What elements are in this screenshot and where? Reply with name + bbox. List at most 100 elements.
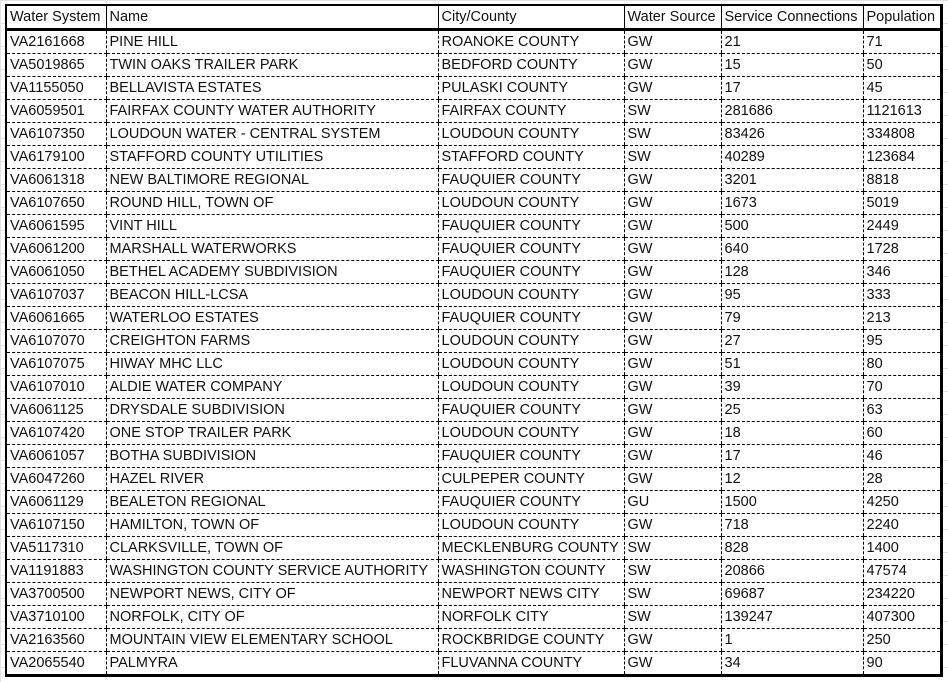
cell-population[interactable]: 95	[862, 329, 941, 353]
cell-city-county[interactable]: LOUDOUN COUNTY	[437, 421, 624, 445]
cell-service-connections[interactable]: 17	[720, 444, 863, 468]
cell-service-connections[interactable]: 128	[720, 260, 863, 284]
cell-water-source[interactable]: GW	[623, 168, 721, 192]
cell-water-source[interactable]: GU	[623, 490, 721, 514]
cell-name[interactable]: CLARKSVILLE, TOWN OF	[105, 536, 438, 560]
cell-service-connections[interactable]: 12	[720, 467, 863, 491]
cell-water-system[interactable]: VA2163560	[6, 628, 106, 652]
cell-water-system[interactable]: VA6061200	[6, 237, 106, 261]
cell-population[interactable]: 2240	[862, 513, 941, 537]
cell-water-source[interactable]: GW	[623, 444, 721, 468]
cell-water-source[interactable]: GW	[623, 352, 721, 376]
cell-population[interactable]: 71	[862, 29, 941, 54]
cell-service-connections[interactable]: 15	[720, 53, 863, 77]
cell-water-system[interactable]: VA6061125	[6, 398, 106, 422]
cell-water-system[interactable]: VA6061057	[6, 444, 106, 468]
cell-population[interactable]: 123684	[862, 145, 941, 169]
cell-service-connections[interactable]: 718	[720, 513, 863, 537]
cell-name[interactable]: ROUND HILL, TOWN OF	[105, 191, 438, 215]
cell-population[interactable]: 90	[862, 651, 941, 676]
cell-population[interactable]: 346	[862, 260, 941, 284]
cell-water-system[interactable]: VA6061595	[6, 214, 106, 238]
cell-water-source[interactable]: GW	[623, 53, 721, 77]
cell-water-source[interactable]: GW	[623, 191, 721, 215]
cell-name[interactable]: HIWAY MHC LLC	[105, 352, 438, 376]
cell-population[interactable]: 5019	[862, 191, 941, 215]
cell-city-county[interactable]: FAUQUIER COUNTY	[437, 214, 624, 238]
cell-water-source[interactable]: SW	[623, 145, 721, 169]
cell-service-connections[interactable]: 17	[720, 76, 863, 100]
cell-water-system[interactable]: VA1155050	[6, 76, 106, 100]
cell-water-system[interactable]: VA2065540	[10, 655, 85, 671]
cell-water-system[interactable]: VA5117310	[6, 536, 106, 560]
cell-name[interactable]: BETHEL ACADEMY SUBDIVISION	[105, 260, 438, 284]
cell-service-connections[interactable]: 79	[720, 306, 863, 330]
cell-city-county[interactable]: FAUQUIER COUNTY	[437, 260, 624, 284]
cell-water-source[interactable]: GW	[623, 329, 721, 353]
cell-water-source[interactable]: GW	[623, 29, 721, 54]
cell-population[interactable]: 250	[862, 628, 941, 652]
cell-city-county[interactable]: NEWPORT NEWS CITY	[437, 582, 624, 606]
cell-name[interactable]: NEW BALTIMORE REGIONAL	[105, 168, 438, 192]
cell-service-connections[interactable]: 1500	[720, 490, 863, 514]
cell-water-source[interactable]: GW	[623, 283, 721, 307]
cell-name[interactable]: HAZEL RIVER	[105, 467, 438, 491]
cell-name[interactable]: PINE HILL	[105, 29, 438, 54]
cell-city-county[interactable]: ROCKBRIDGE COUNTY	[437, 628, 624, 652]
cell-water-source[interactable]: GW	[623, 237, 721, 261]
cell-population[interactable]: 45	[862, 76, 941, 100]
cell-name[interactable]: PALMYRA	[105, 651, 438, 676]
cell-population[interactable]: 47574	[862, 559, 941, 583]
cell-water-system[interactable]: VA6047260	[6, 467, 106, 491]
cell-service-connections[interactable]: 34	[720, 651, 863, 676]
cell-water-system[interactable]: VA6107075	[6, 352, 106, 376]
cell-water-system[interactable]: VA6061318	[6, 168, 106, 192]
column-header-water-system[interactable]: Water System	[6, 5, 106, 31]
cell-service-connections[interactable]: 1	[720, 628, 863, 652]
cell-service-connections[interactable]: 828	[720, 536, 863, 560]
cell-city-county[interactable]: LOUDOUN COUNTY	[437, 352, 624, 376]
cell-population[interactable]: 234220	[862, 582, 941, 606]
cell-service-connections[interactable]: 95	[720, 283, 863, 307]
cell-population[interactable]: 63	[862, 398, 941, 422]
cell-water-system[interactable]: VA6107420	[6, 421, 106, 445]
cell-population[interactable]: 333	[862, 283, 941, 307]
cell-water-system[interactable]: VA6107650	[6, 191, 106, 215]
cell-name[interactable]: TWIN OAKS TRAILER PARK	[105, 53, 438, 77]
cell-name[interactable]: VINT HILL	[105, 214, 438, 238]
cell-water-system[interactable]: VA6061129	[6, 490, 106, 514]
cell-population[interactable]: 407300	[862, 605, 941, 629]
cell-water-source[interactable]: SW	[623, 582, 721, 606]
cell-city-county[interactable]: CULPEPER COUNTY	[437, 467, 624, 491]
cell-service-connections[interactable]: 640	[720, 237, 863, 261]
cell-water-source[interactable]: GW	[623, 467, 721, 491]
cell-city-county[interactable]: MECKLENBURG COUNTY	[437, 536, 624, 560]
cell-water-system[interactable]: VA6059501	[6, 99, 106, 123]
cell-name[interactable]: WASHINGTON COUNTY SERVICE AUTHORITY	[105, 559, 438, 583]
cell-water-system[interactable]: VA6061050	[6, 260, 106, 284]
cell-water-system[interactable]: VA6107010	[6, 375, 106, 399]
cell-water-source[interactable]: SW	[623, 99, 721, 123]
cell-name[interactable]: BEALETON REGIONAL	[105, 490, 438, 514]
cell-name[interactable]: STAFFORD COUNTY UTILITIES	[105, 145, 438, 169]
column-header-population[interactable]: Population	[862, 5, 941, 31]
cell-service-connections[interactable]: 18	[720, 421, 863, 445]
cell-name[interactable]: BELLAVISTA ESTATES	[105, 76, 438, 100]
cell-population[interactable]: 1728	[862, 237, 941, 261]
cell-water-source[interactable]: GW	[623, 651, 721, 676]
cell-water-source[interactable]: SW	[623, 605, 721, 629]
cell-name[interactable]: MARSHALL WATERWORKS	[105, 237, 438, 261]
cell-service-connections[interactable]: 83426	[720, 122, 863, 146]
cell-name[interactable]: ALDIE WATER COMPANY	[105, 375, 438, 399]
cell-water-source[interactable]: GW	[623, 628, 721, 652]
cell-city-county[interactable]: LOUDOUN COUNTY	[437, 329, 624, 353]
cell-population[interactable]: 70	[862, 375, 941, 399]
cell-service-connections[interactable]: 39	[720, 375, 863, 399]
cell-population[interactable]: 334808	[862, 122, 941, 146]
cell-water-system[interactable]: VA6179100	[6, 145, 106, 169]
cell-service-connections[interactable]: 69687	[720, 582, 863, 606]
cell-city-county[interactable]: FAUQUIER COUNTY	[437, 490, 624, 514]
cell-city-county[interactable]: FLUVANNA COUNTY	[437, 651, 624, 676]
cell-name[interactable]: FAIRFAX COUNTY WATER AUTHORITY	[105, 99, 438, 123]
cell-water-source[interactable]: GW	[623, 513, 721, 537]
